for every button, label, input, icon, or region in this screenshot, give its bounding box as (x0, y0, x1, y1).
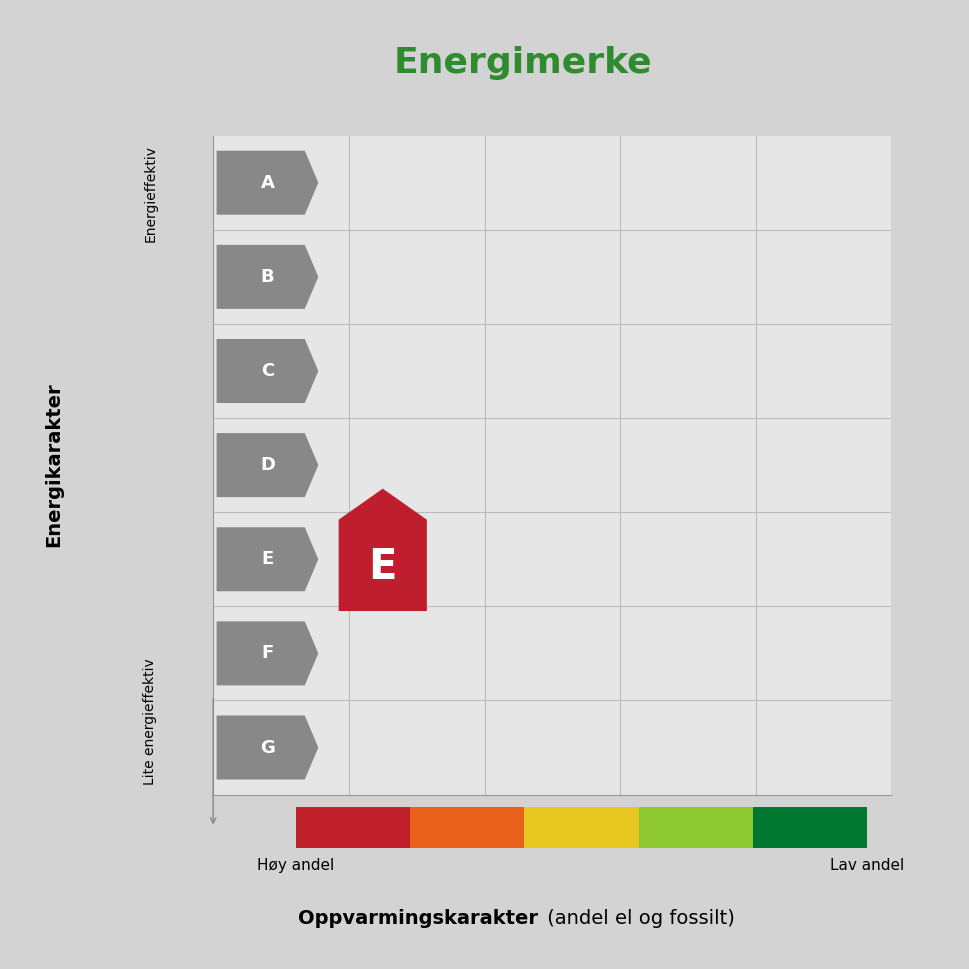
Text: Lite energieffektiv: Lite energieffektiv (143, 659, 157, 785)
Text: Oppvarmingskarakter: Oppvarmingskarakter (297, 909, 538, 928)
Polygon shape (217, 151, 318, 215)
Polygon shape (217, 621, 318, 685)
Polygon shape (217, 339, 318, 403)
Text: Lav andel: Lav andel (830, 858, 904, 872)
Text: E: E (262, 550, 273, 568)
Text: Høy andel: Høy andel (257, 858, 334, 872)
Text: B: B (261, 267, 274, 286)
Text: C: C (261, 362, 274, 380)
Text: Energimerke: Energimerke (394, 46, 652, 80)
Text: G: G (260, 738, 275, 757)
Text: Energieffektiv: Energieffektiv (143, 145, 157, 242)
Polygon shape (217, 245, 318, 309)
Polygon shape (339, 488, 426, 611)
Polygon shape (217, 433, 318, 497)
Polygon shape (217, 715, 318, 779)
Text: F: F (262, 644, 273, 663)
Text: D: D (260, 456, 275, 474)
Text: Energikarakter: Energikarakter (44, 383, 63, 547)
Text: E: E (368, 546, 397, 588)
Polygon shape (217, 527, 318, 591)
Text: A: A (261, 173, 274, 192)
Text: (andel el og fossilt): (andel el og fossilt) (541, 909, 735, 928)
